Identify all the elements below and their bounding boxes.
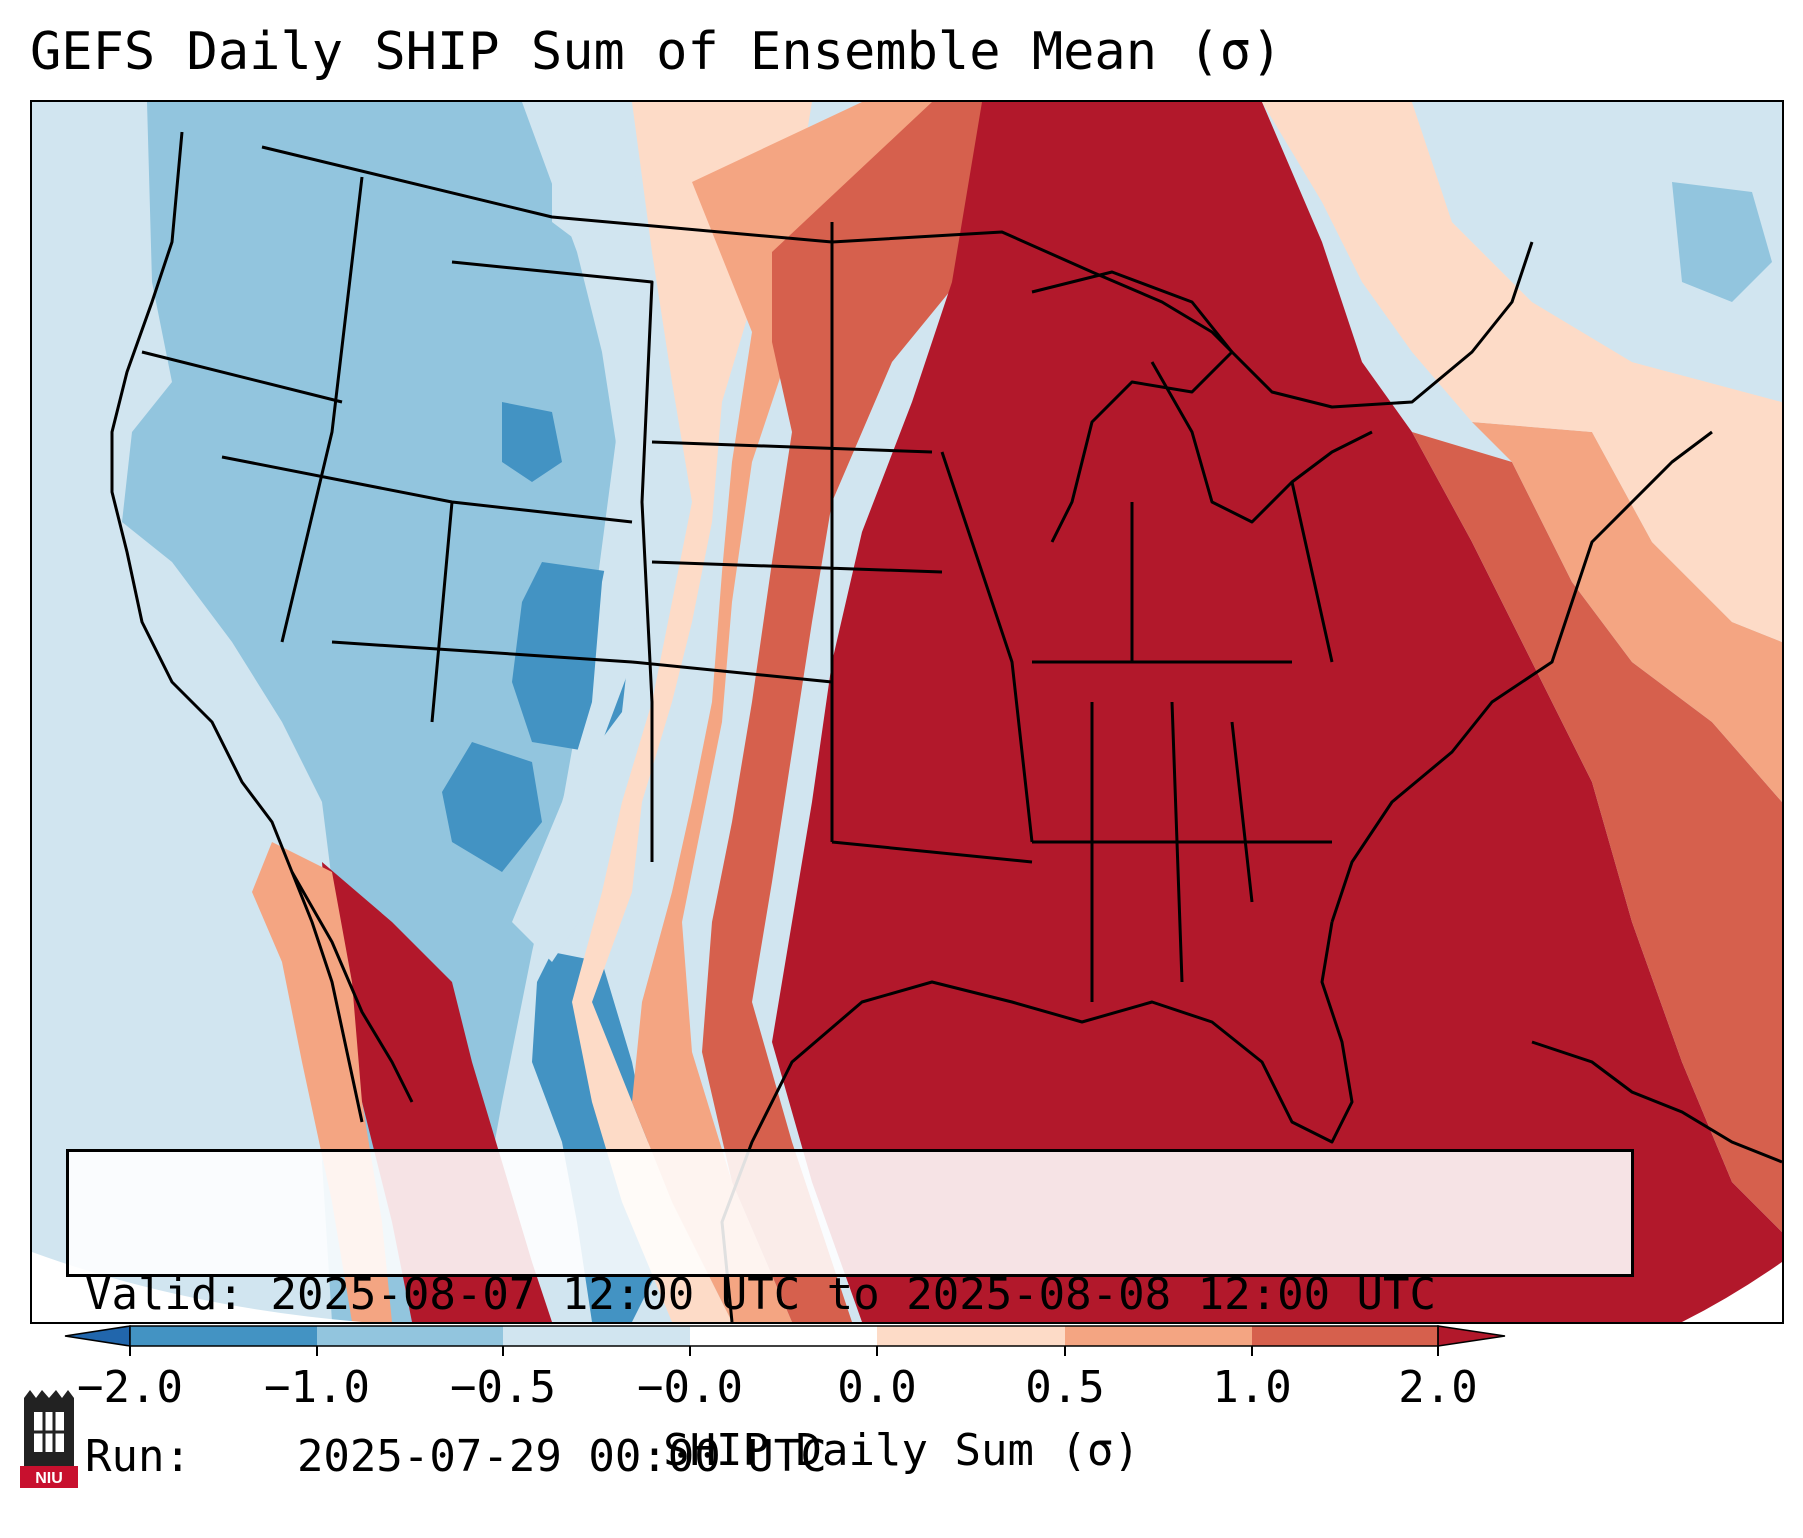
map-panel xyxy=(30,100,1784,1324)
shade-region-atlantic-orange xyxy=(1412,432,1782,1232)
atlantic-coastline xyxy=(1330,430,1713,923)
map-projection-edge-right xyxy=(1682,1262,1782,1322)
colorbar: −2.0 −1.0 −0.5 −0.0 0.0 0.5 1.0 2.0 xyxy=(0,1318,1803,1438)
colorbar-outline xyxy=(129,1325,1439,1347)
pacific-coastline xyxy=(110,131,364,1123)
shade-region-east-deepred xyxy=(772,102,1782,1322)
run-label: Run: xyxy=(85,1431,191,1482)
colorbar-tick-label: 0.5 xyxy=(1025,1362,1105,1413)
shade-region-central-orange xyxy=(702,102,1032,1322)
valid-label: Valid: xyxy=(85,1269,244,1320)
colorbar-swatch xyxy=(130,1326,317,1346)
valid-line: Valid: 2025-08-07 12:00 UTC to 2025-08-0… xyxy=(85,1268,1615,1322)
colorbar-swatch xyxy=(317,1326,503,1346)
state-lines xyxy=(141,176,1334,1002)
shade-region-atlantic-salmon xyxy=(1472,422,1782,802)
shade-region-northeast-blue xyxy=(1412,102,1782,402)
valid-run-info-box: Valid: 2025-08-07 12:00 UTC to 2025-08-0… xyxy=(66,1149,1634,1482)
colorbar-tick-label: −2.0 xyxy=(77,1362,183,1413)
colorbar-swatch xyxy=(877,1326,1065,1346)
colorbar-tick-label: 0.0 xyxy=(837,1362,917,1413)
colorbar-swatches xyxy=(64,1325,1506,1356)
shade-region-colorado-dark xyxy=(502,402,562,482)
boundary-lines xyxy=(110,131,1713,1322)
caribbean-islands xyxy=(1531,1040,1782,1164)
niu-logo: NIU xyxy=(20,1390,78,1488)
colorbar-swatch xyxy=(1252,1326,1438,1346)
colorbar-swatch xyxy=(690,1326,877,1346)
map-title: GEFS Daily SHIP Sum of Ensemble Mean (σ) xyxy=(30,22,1283,82)
colorbar-swatch xyxy=(503,1326,690,1346)
run-line: Run: 2025-07-29 00:00 UTC xyxy=(85,1430,1615,1484)
shade-region-atlantic-peach xyxy=(1262,102,1782,642)
colorbar-title: SHIP Daily Sum (σ) xyxy=(663,1425,1140,1476)
shade-region-quebec-blue xyxy=(1672,182,1772,302)
map-projection-edge xyxy=(32,1252,362,1322)
shade-region-plains-lightblue xyxy=(512,102,672,962)
run-value: 2025-07-29 00:00 UTC xyxy=(296,1431,827,1482)
baja-coastline xyxy=(290,871,414,1103)
ship-anomaly-map xyxy=(32,102,1782,1322)
niu-logo-text: NIU xyxy=(35,1470,63,1487)
colorbar-tick-label: −1.0 xyxy=(264,1362,370,1413)
colorbar-arrow-high xyxy=(1437,1325,1506,1347)
gulf-coastline xyxy=(720,921,1354,1322)
great-lakes-outline xyxy=(1031,270,1373,543)
shade-region-sw-dark xyxy=(442,742,542,872)
colorbar-arrow-low xyxy=(64,1325,131,1347)
valid-value: 2025-08-07 12:00 UTC to 2025-08-08 12:00… xyxy=(270,1269,1437,1320)
colorbar-tick-label: 1.0 xyxy=(1212,1362,1292,1413)
colorbar-swatch xyxy=(1065,1326,1252,1346)
colorbar-tick-label: 2.0 xyxy=(1398,1362,1478,1413)
colorbar-tick-label: −0.0 xyxy=(637,1362,743,1413)
colorbar-tick-label: −0.5 xyxy=(450,1362,556,1413)
